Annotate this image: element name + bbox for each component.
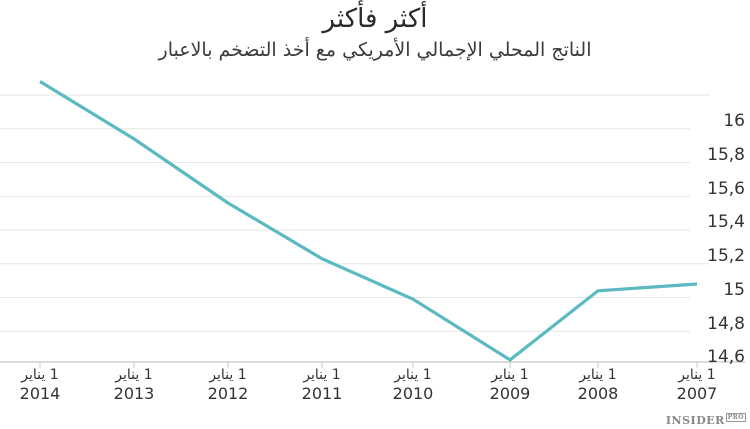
x-tick-date: 1 يناير (579, 367, 617, 383)
y-tick-label: 15 (723, 279, 745, 300)
brand-name: INSIDER (665, 414, 725, 427)
x-tick-label: 1 يناير 2009 (465, 366, 555, 404)
x-tick-date: 1 يناير (21, 367, 59, 383)
x-tick-date: 1 يناير (303, 367, 341, 383)
y-tick-label: 14,6 (707, 347, 745, 368)
brand-badge: PRO (725, 413, 746, 423)
x-tick-year: 2013 (113, 384, 155, 403)
x-tick-date: 1 يناير (115, 367, 153, 383)
brand-logo: INSIDER PRO (665, 413, 746, 427)
x-tick-year: 2010 (392, 384, 434, 403)
x-tick-label: 1 يناير 2011 (277, 366, 367, 404)
y-tick-label: 16 (723, 111, 745, 131)
x-tick-date: 1 يناير (491, 367, 529, 383)
y-tick-label: 15,6 (707, 178, 745, 199)
x-tick-label: 1 يناير 2007 (652, 366, 742, 404)
x-tick-year: 2011 (301, 384, 343, 403)
x-tick-date: 1 يناير (209, 367, 247, 383)
gdp-series-line (39, 80, 698, 362)
x-tick-date: 1 يناير (394, 367, 432, 383)
x-tick-label: 1 يناير 2008 (553, 366, 643, 404)
y-tick-label: 14,8 (707, 313, 745, 334)
x-tick-year: 2008 (577, 384, 619, 403)
gridlines (0, 94, 710, 332)
x-tick-label: 1 يناير 2010 (368, 366, 458, 404)
x-tick-year: 2012 (207, 384, 249, 403)
y-tick-label: 15,8 (707, 144, 745, 165)
x-tick-year: 2007 (676, 384, 718, 403)
x-tick-label: 1 يناير 2014 (0, 366, 85, 404)
y-tick-label: 15,2 (707, 246, 745, 266)
x-tick-label: 1 يناير 2013 (89, 366, 179, 404)
x-axis-ticks (39, 362, 698, 368)
x-tick-year: 2009 (489, 384, 531, 403)
x-tick-year: 2014 (19, 384, 61, 403)
y-tick-label: 15,4 (707, 212, 745, 233)
chart-title: أكثر فأكثر (322, 4, 428, 34)
chart-subtitle: الناتج المحلي الإجمالي الأمريكي مع أخذ ا… (158, 39, 592, 61)
x-tick-label: 1 يناير 2012 (183, 366, 273, 404)
x-tick-date: 1 يناير (678, 367, 716, 383)
